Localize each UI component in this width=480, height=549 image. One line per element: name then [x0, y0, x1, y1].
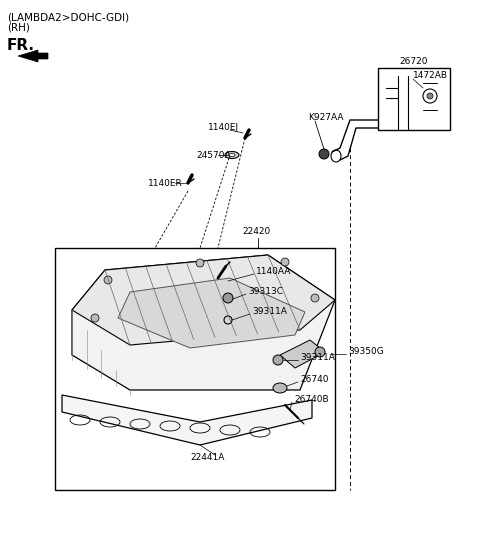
Circle shape — [311, 294, 319, 302]
Ellipse shape — [331, 150, 341, 162]
Ellipse shape — [229, 154, 235, 156]
Text: FR.: FR. — [7, 38, 35, 53]
Circle shape — [281, 258, 289, 266]
Text: 26740: 26740 — [300, 376, 328, 384]
Text: 39350G: 39350G — [348, 348, 384, 356]
Ellipse shape — [273, 383, 287, 393]
Circle shape — [104, 276, 112, 284]
Circle shape — [427, 93, 433, 99]
Bar — [378, 68, 450, 130]
Text: (LAMBDA2>DOHC-GDI): (LAMBDA2>DOHC-GDI) — [7, 12, 129, 22]
Bar — [55, 248, 335, 490]
Text: (RH): (RH) — [7, 23, 30, 33]
Circle shape — [223, 293, 233, 303]
Text: 24570A: 24570A — [196, 150, 230, 160]
Circle shape — [196, 259, 204, 267]
Text: 22420: 22420 — [242, 227, 270, 237]
Polygon shape — [72, 255, 335, 390]
Text: K927AA: K927AA — [308, 114, 344, 122]
Text: 39311A: 39311A — [252, 307, 287, 317]
Circle shape — [319, 149, 329, 159]
Text: 26720: 26720 — [400, 58, 428, 66]
Text: 1472AB: 1472AB — [413, 71, 448, 81]
Text: 39311A: 39311A — [300, 354, 335, 362]
Polygon shape — [72, 255, 335, 345]
Ellipse shape — [225, 152, 239, 159]
Polygon shape — [280, 340, 325, 368]
Polygon shape — [118, 278, 305, 348]
Text: 39313C: 39313C — [248, 288, 283, 296]
Text: 1140EJ: 1140EJ — [208, 124, 239, 132]
Text: 26740B: 26740B — [294, 395, 329, 405]
Polygon shape — [18, 50, 48, 62]
Circle shape — [315, 347, 325, 357]
Circle shape — [273, 355, 283, 365]
Text: 22441A: 22441A — [190, 453, 224, 462]
Text: 1140AA: 1140AA — [256, 267, 291, 277]
Circle shape — [91, 314, 99, 322]
Polygon shape — [62, 395, 312, 445]
Text: 1140ER: 1140ER — [148, 178, 183, 188]
